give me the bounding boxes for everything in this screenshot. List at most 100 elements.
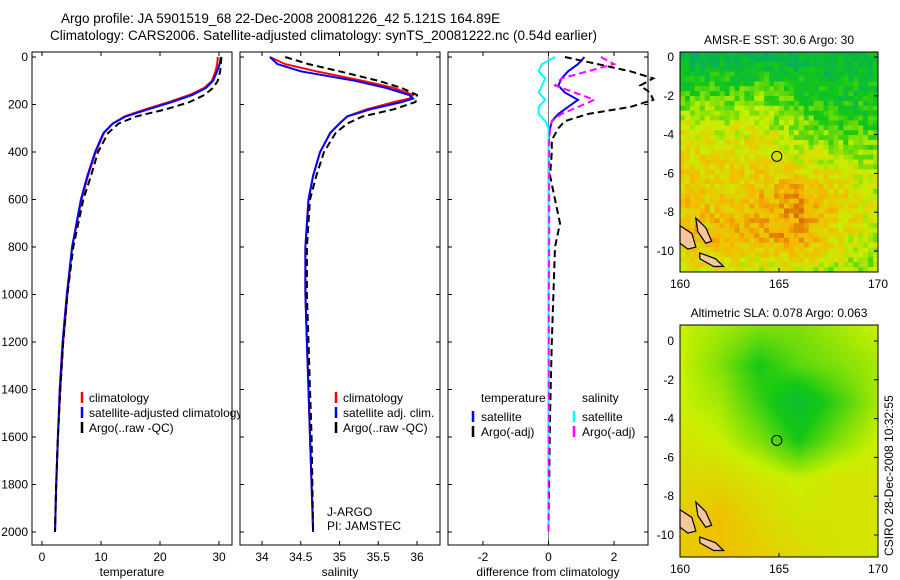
map-cell bbox=[759, 164, 765, 170]
map-cell bbox=[841, 416, 846, 421]
map-cell bbox=[838, 458, 843, 463]
map-cell bbox=[754, 100, 760, 107]
map-cell bbox=[863, 52, 869, 58]
x-tick-label: 10 bbox=[94, 550, 108, 564]
map-cell bbox=[788, 402, 793, 407]
map-cell bbox=[689, 374, 694, 379]
map-cell bbox=[729, 247, 735, 253]
map-cell bbox=[713, 433, 717, 438]
map-cell bbox=[863, 237, 869, 244]
map-cell bbox=[779, 105, 785, 112]
map-cell bbox=[831, 433, 836, 438]
map-cell bbox=[714, 130, 720, 136]
map-cell bbox=[825, 374, 829, 379]
map-cell bbox=[699, 391, 704, 396]
map-cell bbox=[795, 448, 800, 452]
map-cell bbox=[703, 433, 707, 438]
map-cell bbox=[689, 367, 694, 372]
map-cell bbox=[709, 405, 714, 410]
map-cell bbox=[752, 356, 757, 361]
map-cell bbox=[680, 325, 684, 329]
map-cell bbox=[684, 76, 691, 82]
map-cell bbox=[749, 125, 755, 131]
map-cell bbox=[841, 444, 846, 449]
map-cell bbox=[874, 458, 879, 463]
map-cell bbox=[828, 193, 834, 200]
map-cell bbox=[818, 483, 823, 488]
map-cell bbox=[762, 335, 767, 340]
map-cell bbox=[686, 433, 691, 438]
map-cell bbox=[831, 472, 836, 477]
map-cell bbox=[858, 91, 864, 97]
map-cell bbox=[825, 455, 829, 459]
map-cell bbox=[684, 257, 691, 263]
map-cell bbox=[752, 426, 757, 431]
map-cell bbox=[680, 332, 684, 336]
map-cell bbox=[808, 433, 813, 438]
map-cell bbox=[686, 402, 691, 407]
map-cell bbox=[871, 349, 876, 354]
map-cell bbox=[851, 346, 856, 351]
map-cell bbox=[874, 426, 879, 431]
map-cell bbox=[788, 349, 793, 354]
map-cell bbox=[838, 353, 843, 358]
map-cell bbox=[792, 335, 796, 340]
map-cell bbox=[825, 448, 829, 452]
annotation: J-ARGO bbox=[327, 505, 372, 519]
map-cell bbox=[823, 193, 829, 200]
map-cell bbox=[798, 52, 805, 58]
map-cell bbox=[864, 493, 869, 498]
map-cell bbox=[858, 81, 864, 87]
map-cell bbox=[709, 332, 714, 336]
map-cell bbox=[724, 169, 730, 175]
map-cell bbox=[739, 61, 745, 68]
map-cell bbox=[828, 486, 833, 491]
map-cell bbox=[854, 370, 859, 375]
map-cell bbox=[719, 367, 724, 372]
map-cell bbox=[689, 130, 696, 136]
map-cell bbox=[699, 367, 704, 372]
map-cell bbox=[689, 120, 696, 126]
map-cell bbox=[759, 328, 763, 333]
map-cell bbox=[706, 483, 711, 488]
map-cell bbox=[714, 213, 720, 219]
map-cell bbox=[764, 125, 770, 131]
map-cell bbox=[788, 203, 795, 209]
map-cell bbox=[696, 486, 701, 491]
map-cell bbox=[736, 391, 740, 396]
map-cell bbox=[795, 416, 800, 421]
map-cell bbox=[713, 349, 717, 354]
map-cell bbox=[759, 332, 763, 336]
map-cell bbox=[798, 335, 803, 340]
map-cell bbox=[696, 332, 701, 336]
map-cell bbox=[818, 247, 824, 253]
map-cell bbox=[699, 86, 706, 92]
map-cell bbox=[739, 169, 745, 175]
map-cell bbox=[858, 159, 864, 165]
map-cell bbox=[703, 405, 707, 410]
map-cell bbox=[752, 395, 757, 400]
map-cell bbox=[714, 76, 720, 82]
map-cell bbox=[734, 96, 740, 102]
map-cell bbox=[739, 423, 744, 428]
map-cell bbox=[871, 441, 876, 445]
map-cell bbox=[754, 184, 760, 190]
map-cell bbox=[808, 339, 813, 343]
map-cell bbox=[693, 412, 697, 417]
map-cell bbox=[713, 448, 717, 452]
map-cell bbox=[689, 71, 696, 77]
map-cell bbox=[754, 66, 760, 72]
map-cell bbox=[858, 370, 862, 375]
map-cell bbox=[759, 416, 763, 421]
map-cell bbox=[744, 232, 750, 239]
map-cell bbox=[759, 493, 763, 498]
map-cell bbox=[764, 149, 770, 156]
map-cell bbox=[823, 140, 829, 146]
map-cell bbox=[871, 486, 876, 491]
map-cell bbox=[704, 149, 711, 156]
map-cell bbox=[788, 110, 795, 116]
map-cell bbox=[828, 430, 833, 435]
map-cell bbox=[736, 479, 740, 484]
map-cell bbox=[689, 174, 696, 180]
map-cell bbox=[793, 164, 800, 170]
